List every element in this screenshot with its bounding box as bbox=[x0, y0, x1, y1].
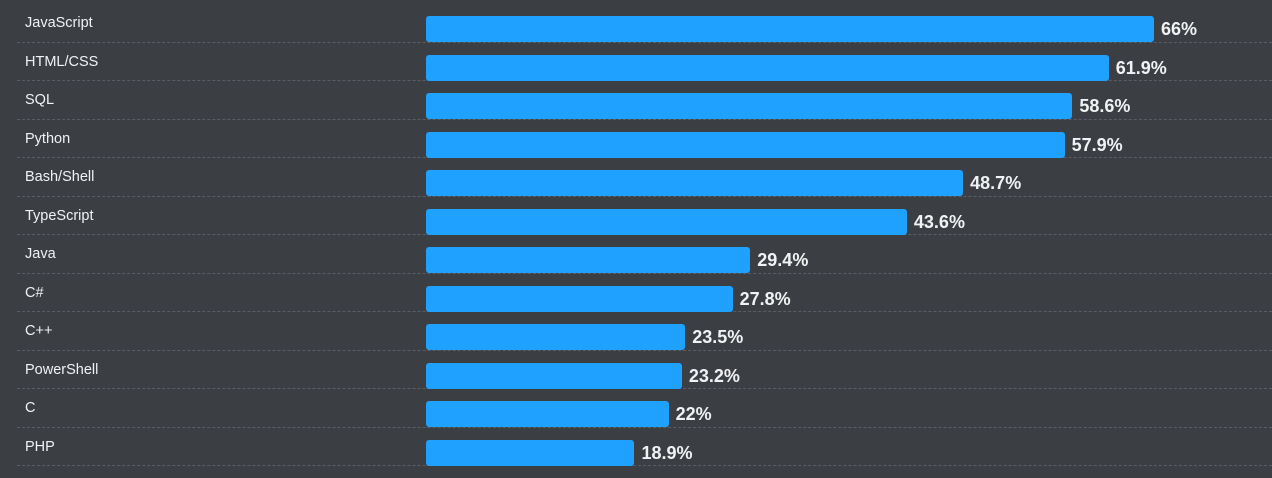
bar bbox=[426, 208, 907, 235]
bar bbox=[426, 401, 669, 427]
chart-row: Python 57.9% bbox=[17, 120, 1272, 158]
bar bbox=[426, 247, 751, 273]
value-label: 48.7% bbox=[970, 173, 1022, 193]
value-label: 43.6% bbox=[913, 211, 965, 232]
chart-row: TypeScript 43.6% bbox=[17, 197, 1272, 235]
chart-row: PHP 18.9% bbox=[17, 428, 1272, 466]
category-label: PHP bbox=[25, 438, 55, 455]
category-label: SQL bbox=[25, 92, 55, 108]
category-label: JavaScript bbox=[25, 15, 93, 31]
value-label: 18.9% bbox=[641, 442, 693, 463]
category-label: HTML/CSS bbox=[25, 53, 99, 70]
value-label: 22% bbox=[675, 404, 712, 424]
category-label: Bash/Shell bbox=[25, 169, 95, 185]
value-label: 57.9% bbox=[1071, 134, 1123, 155]
bar bbox=[426, 16, 1154, 42]
value-label: 27.8% bbox=[739, 288, 791, 309]
chart-row: C 22% bbox=[17, 389, 1272, 428]
chart-row: Java 29.4% bbox=[17, 235, 1272, 274]
bar bbox=[426, 170, 964, 196]
category-label: PowerShell bbox=[25, 361, 99, 378]
bar bbox=[426, 54, 1109, 81]
chart-row: JavaScript 66% bbox=[17, 4, 1272, 43]
value-label: 61.9% bbox=[1115, 57, 1167, 78]
bar bbox=[426, 362, 682, 389]
chart-row: PowerShell 23.2% bbox=[17, 351, 1272, 389]
category-label: Java bbox=[25, 246, 56, 262]
value-label: 23.2% bbox=[688, 365, 740, 386]
value-label: 29.4% bbox=[757, 250, 809, 270]
chart-row: HTML/CSS 61.9% bbox=[17, 43, 1272, 81]
category-label: C bbox=[25, 400, 36, 416]
bar bbox=[426, 439, 635, 466]
category-label: TypeScript bbox=[25, 207, 94, 224]
value-label: 23.5% bbox=[692, 327, 744, 347]
bar bbox=[426, 285, 733, 312]
chart-row: C# 27.8% bbox=[17, 274, 1272, 312]
chart-row: Bash/Shell 48.7% bbox=[17, 158, 1272, 197]
bar bbox=[426, 131, 1065, 158]
value-label: 66% bbox=[1160, 19, 1197, 39]
chart-row: SQL 58.6% bbox=[17, 81, 1272, 120]
bar bbox=[426, 93, 1073, 119]
category-label: Python bbox=[25, 130, 71, 147]
category-label: C++ bbox=[25, 323, 53, 339]
category-label: C# bbox=[25, 284, 44, 301]
value-label: 58.6% bbox=[1079, 96, 1131, 116]
bar bbox=[426, 324, 686, 350]
chart-row: C++ 23.5% bbox=[17, 312, 1272, 351]
